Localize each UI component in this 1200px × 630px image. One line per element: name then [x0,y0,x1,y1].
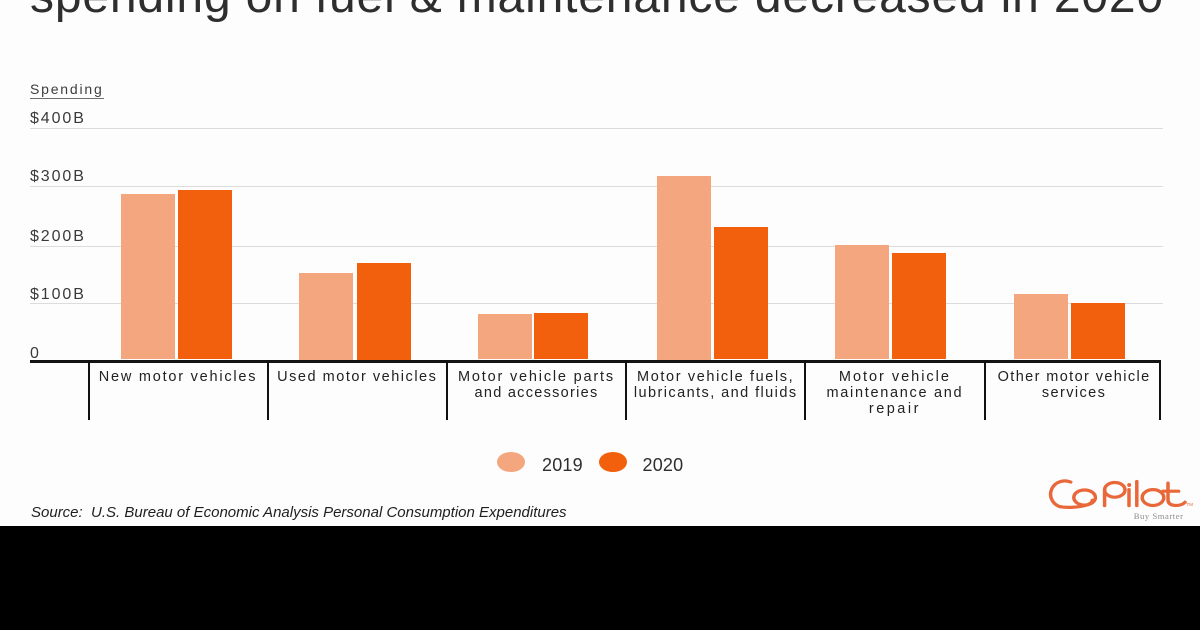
svg-text:Buy Smarter: Buy Smarter [1134,511,1184,521]
svg-text:TM: TM [1187,502,1194,507]
